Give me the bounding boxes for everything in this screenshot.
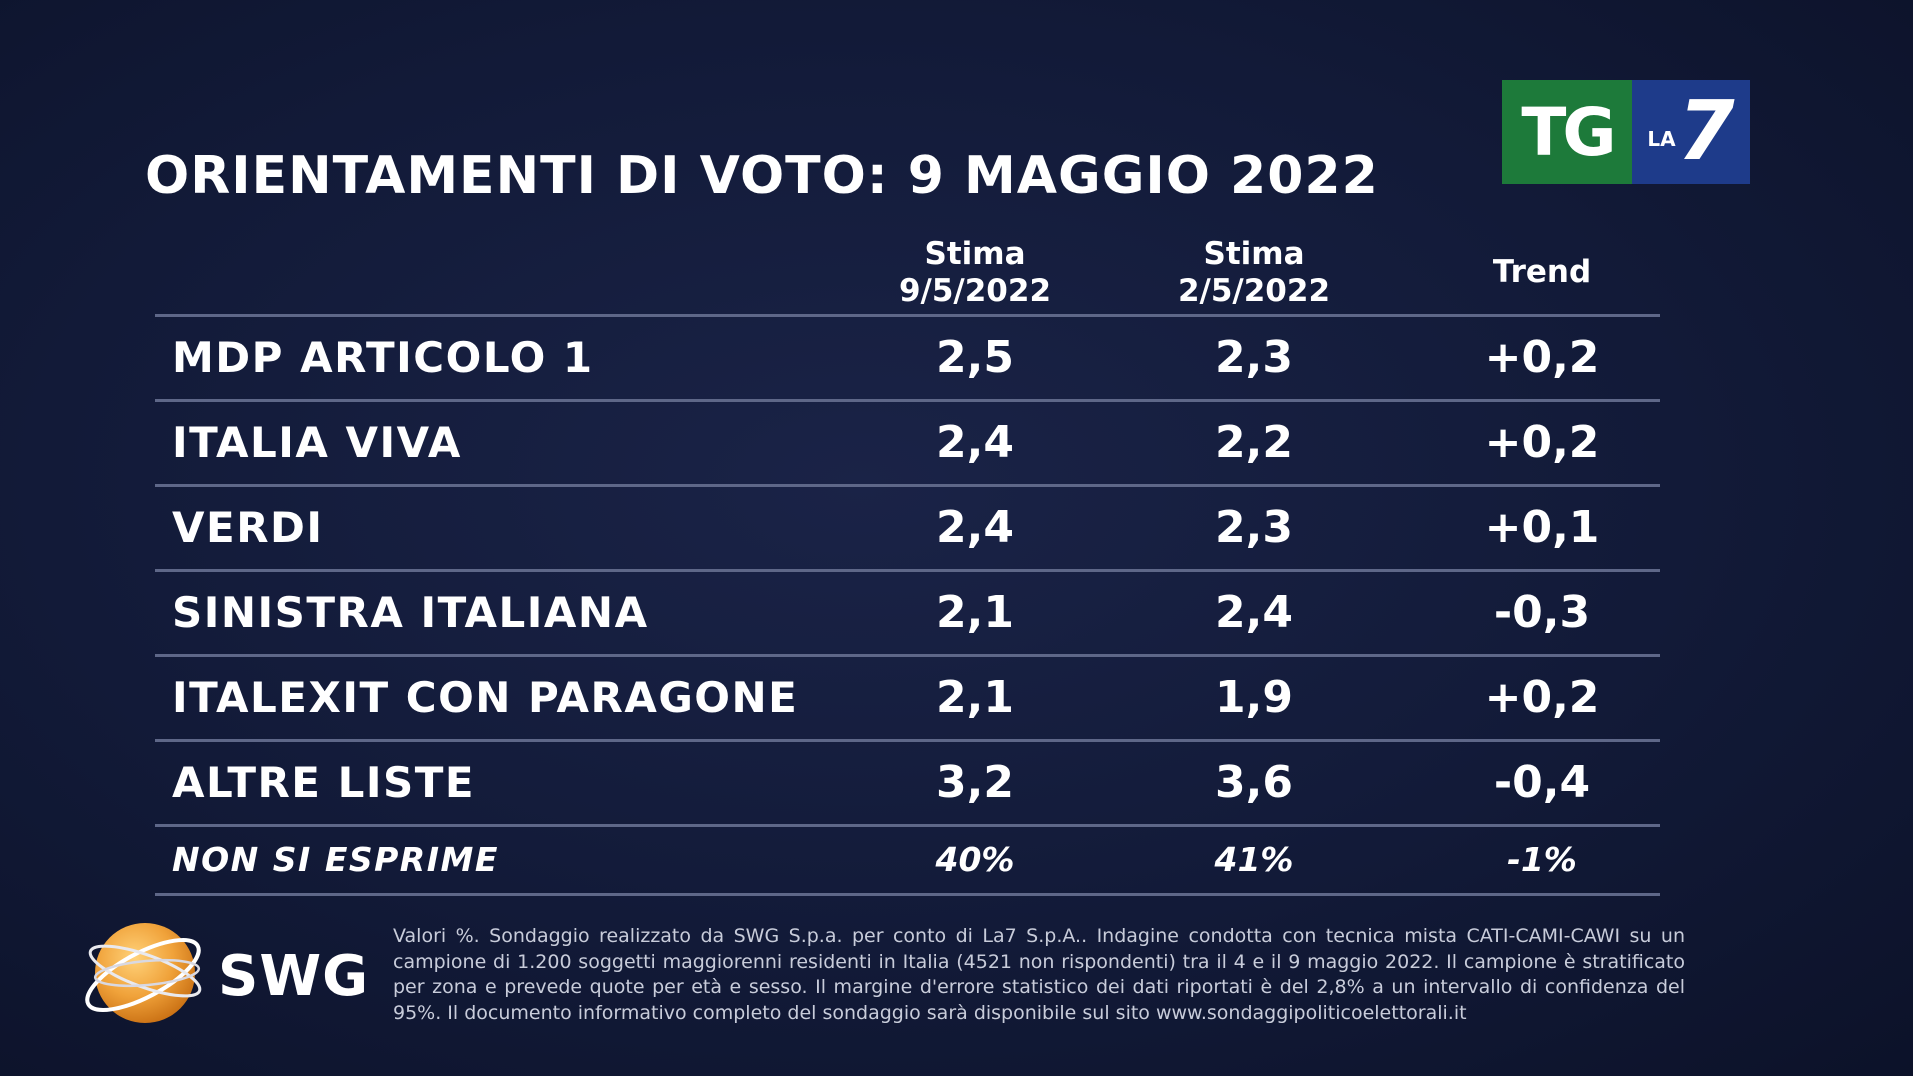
table-row: MDP ARTICOLO 1 2,5 2,3 +0,2 bbox=[155, 317, 1660, 402]
table-row: ALTRE LISTE 3,2 3,6 -0,4 bbox=[155, 742, 1660, 827]
party-name: SINISTRA ITALIANA bbox=[172, 588, 649, 637]
poll-table: Stima 9/5/2022 Stima 2/5/2022 Trend MDP … bbox=[155, 236, 1660, 896]
party-name: VERDI bbox=[172, 503, 324, 552]
value-stima-2-5: 2,2 bbox=[1215, 417, 1293, 468]
value-trend: -0,3 bbox=[1493, 587, 1591, 638]
column-header-line1: Stima bbox=[924, 236, 1026, 272]
value-trend: -0,4 bbox=[1493, 757, 1591, 808]
value-trend: +0,2 bbox=[1484, 332, 1600, 383]
swg-brand-text: SWG bbox=[218, 944, 370, 1009]
column-header-trend: Trend bbox=[1412, 254, 1672, 291]
column-header-line2: 2/5/2022 bbox=[1177, 273, 1331, 309]
value-trend: +0,2 bbox=[1484, 672, 1600, 723]
methodology-footnote: Valori %. Sondaggio realizzato da SWG S.… bbox=[393, 925, 1685, 1024]
value-stima-9-5: 2,4 bbox=[936, 502, 1014, 553]
tg-la7-logo: TG LA 7 bbox=[1502, 80, 1750, 184]
party-name: NON SI ESPRIME bbox=[172, 840, 499, 879]
table-row: ITALIA VIVA 2,4 2,2 +0,2 bbox=[155, 402, 1660, 487]
party-name: MDP ARTICOLO 1 bbox=[172, 333, 594, 382]
value-stima-9-5: 3,2 bbox=[936, 757, 1014, 808]
column-header-line1: Trend bbox=[1492, 254, 1592, 290]
value-stima-9-5: 2,4 bbox=[936, 417, 1014, 468]
tg-logo-text: TG bbox=[1502, 80, 1632, 184]
value-stima-2-5: 3,6 bbox=[1215, 757, 1293, 808]
value-trend: -1% bbox=[1507, 840, 1577, 879]
table-row: SINISTRA ITALIANA 2,1 2,4 -0,3 bbox=[155, 572, 1660, 657]
value-stima-2-5: 41% bbox=[1214, 840, 1294, 879]
column-header-line1: Stima bbox=[1203, 236, 1305, 272]
la7-logo: LA 7 bbox=[1632, 80, 1750, 184]
value-stima-9-5: 2,5 bbox=[936, 332, 1014, 383]
value-stima-2-5: 2,3 bbox=[1215, 332, 1293, 383]
value-stima-9-5: 2,1 bbox=[936, 672, 1014, 723]
party-name: ALTRE LISTE bbox=[172, 758, 476, 807]
swg-globe-icon bbox=[85, 923, 202, 1023]
value-stima-9-5: 40% bbox=[935, 840, 1015, 879]
value-stima-9-5: 2,1 bbox=[936, 587, 1014, 638]
table-header: Stima 9/5/2022 Stima 2/5/2022 Trend bbox=[155, 236, 1660, 317]
value-stima-2-5: 2,4 bbox=[1215, 587, 1293, 638]
la7-logo-seven: 7 bbox=[1677, 84, 1735, 179]
party-name: ITALEXIT CON PARAGONE bbox=[172, 673, 799, 722]
la7-logo-la: LA bbox=[1647, 127, 1676, 151]
value-stima-2-5: 2,3 bbox=[1215, 502, 1293, 553]
column-header-stima-2-5: Stima 2/5/2022 bbox=[1124, 236, 1384, 310]
value-trend: +0,1 bbox=[1484, 502, 1600, 553]
page-title: ORIENTAMENTI DI VOTO: 9 MAGGIO 2022 bbox=[145, 146, 1379, 206]
column-header-stima-9-5: Stima 9/5/2022 bbox=[845, 236, 1105, 310]
table-row-non-si-esprime: NON SI ESPRIME 40% 41% -1% bbox=[155, 827, 1660, 896]
value-stima-2-5: 1,9 bbox=[1215, 672, 1293, 723]
table-row: ITALEXIT CON PARAGONE 2,1 1,9 +0,2 bbox=[155, 657, 1660, 742]
column-header-line2: 9/5/2022 bbox=[898, 273, 1052, 309]
value-trend: +0,2 bbox=[1484, 417, 1600, 468]
table-row: VERDI 2,4 2,3 +0,1 bbox=[155, 487, 1660, 572]
party-name: ITALIA VIVA bbox=[172, 418, 462, 467]
